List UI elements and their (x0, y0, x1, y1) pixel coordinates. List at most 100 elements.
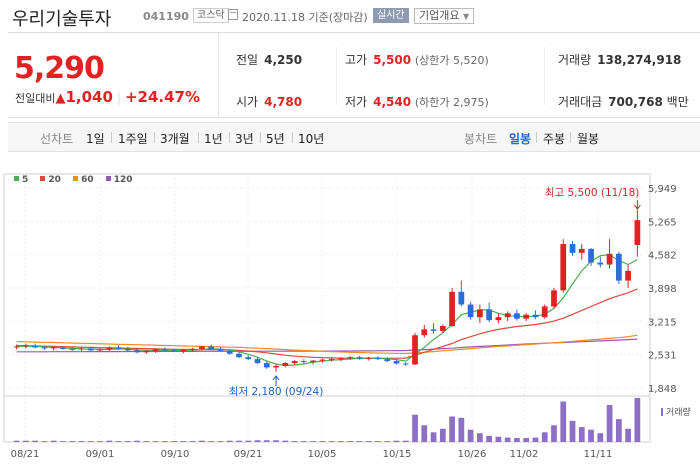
candle-body (226, 350, 233, 354)
tab-1week[interactable]: 1주일 (118, 132, 148, 146)
candle-body (208, 346, 215, 350)
candle-body (236, 353, 242, 358)
candle-body (625, 270, 631, 281)
candle-body (60, 347, 66, 349)
company-overview-dropdown[interactable]: 기업개요 ▼ (414, 8, 475, 24)
volume-bar (541, 432, 548, 442)
volume-bar (625, 428, 631, 442)
tab-3year[interactable]: 3년 (235, 132, 254, 146)
candle-body (486, 309, 493, 321)
realtime-button[interactable]: 실시간 (373, 8, 409, 23)
candle-body (430, 329, 437, 331)
x-tick-label: 10/15 (383, 449, 412, 460)
y-tick-label: 3,215 (648, 317, 677, 328)
tab-10year[interactable]: 10년 (298, 132, 325, 146)
volume-bar (514, 438, 520, 442)
candle-body (421, 329, 428, 336)
volume-bar (60, 441, 66, 442)
volume-bar (578, 427, 585, 442)
volume-bar (402, 440, 409, 442)
legend-item-ma60: 60 (73, 175, 94, 185)
legend-label: 60 (81, 175, 94, 185)
volume: 거래량 138,274,918 (558, 51, 681, 68)
candle-body (458, 291, 465, 305)
tab-1year[interactable]: 1년 (204, 132, 223, 146)
candle-body (50, 347, 57, 349)
legend-label: 20 (48, 175, 61, 185)
x-tick-label: 09/01 (86, 449, 115, 460)
volume-bar (106, 440, 113, 442)
candle-body (402, 363, 409, 365)
candle-chart-label: 봉차트 (464, 132, 498, 146)
candle-body (476, 309, 483, 318)
tab-weekly[interactable]: 주봉 (543, 132, 566, 146)
base-date: 2020.11.18 기준(장마감) (242, 11, 368, 24)
candle-body (161, 349, 168, 351)
volume-bar (569, 420, 576, 442)
volume-bar (328, 441, 335, 442)
volume-bar (124, 441, 131, 442)
volume-bar (430, 432, 437, 442)
candle-body (310, 360, 316, 363)
candle-body (180, 349, 187, 352)
price-change: 전일대비▲1,040 | +24.47% (15, 88, 200, 106)
tab-daily[interactable]: 일봉 (509, 132, 532, 146)
volume-bar (588, 429, 594, 442)
candle-body (328, 359, 335, 361)
volume-label: 거래량 (558, 53, 592, 67)
trade-amount: 거래대금 700,768 백만 (558, 93, 689, 110)
x-tick-label: 09/21 (234, 449, 263, 460)
volume-bar (310, 441, 316, 442)
volume-bar (551, 425, 557, 442)
candle-body (569, 244, 576, 253)
open-label: 시가 (236, 95, 259, 109)
volume-bar (504, 437, 511, 442)
tab-5year[interactable]: 5년 (266, 132, 285, 146)
volume-bar (449, 416, 455, 442)
x-tick-label: 10/05 (308, 449, 337, 460)
volume-bar (245, 440, 252, 442)
candle-body (523, 314, 530, 319)
divider (336, 47, 337, 105)
volume-bar (606, 405, 613, 442)
volume-bar (560, 401, 567, 442)
volume-bar (597, 433, 604, 442)
volume-bar (50, 440, 57, 442)
volume-legend-swatch (661, 408, 663, 416)
volume-bar (180, 441, 187, 442)
high-price: 고가 5,500 (상한가 5,520) (345, 51, 489, 68)
chevron-down-icon: ▼ (462, 12, 470, 21)
legend-item-ma120: 120 (105, 175, 133, 185)
current-price: 5,290 (14, 51, 105, 86)
volume-bar (208, 441, 215, 442)
volume-bar (467, 429, 474, 442)
tab-1day[interactable]: 1일 (86, 132, 105, 146)
volume-bar (32, 440, 39, 442)
candle-body (245, 357, 252, 360)
candle-body (143, 350, 150, 353)
high-value: 5,500 (373, 53, 412, 67)
volume-label: 거래량 (666, 406, 691, 418)
prev-close-value: 4,250 (264, 53, 303, 67)
candle-body (541, 306, 548, 318)
divider (536, 132, 537, 143)
volume-bar (412, 414, 418, 442)
tab-3month[interactable]: 3개월 (160, 132, 190, 146)
candle-body (273, 365, 279, 368)
candle-body (597, 262, 604, 265)
candle-body (532, 314, 539, 318)
line-chart-label: 선차트 (40, 132, 74, 146)
price-chart[interactable]: 5,949 5,265 4,582 3,898 3,215 2,531 1,848 08/21… (0, 150, 700, 468)
candle-body (115, 347, 122, 349)
stock-name[interactable]: 우리기술투자 (12, 9, 112, 30)
volume-bar (421, 425, 428, 442)
volume-bar (171, 441, 178, 442)
candle-body (615, 253, 622, 281)
x-tick-label: 09/10 (161, 449, 190, 460)
volume-bar (458, 417, 465, 442)
volume-bar (161, 441, 168, 442)
candle-body (263, 363, 270, 368)
chart-grid (3, 173, 651, 443)
volume-bar (41, 441, 48, 442)
tab-monthly[interactable]: 월봉 (577, 132, 600, 146)
